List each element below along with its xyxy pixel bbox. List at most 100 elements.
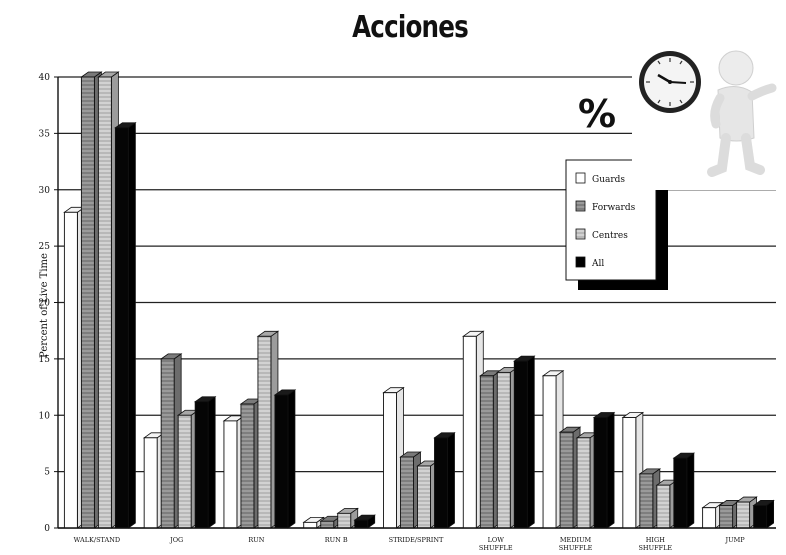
bar-side [606, 411, 615, 529]
bar-front [383, 392, 397, 529]
bar [273, 389, 297, 529]
y-tick-label: 15 [39, 355, 51, 365]
bar-front [753, 505, 768, 529]
bar-front [97, 76, 112, 529]
bar [752, 499, 775, 529]
y-tick-label: 35 [39, 129, 51, 139]
bar-front [736, 501, 751, 529]
bar [638, 468, 662, 529]
legend-swatch [575, 228, 586, 240]
bar-front [194, 401, 209, 529]
bar-front [177, 414, 192, 529]
bar-front [320, 520, 335, 529]
bar-front [303, 521, 318, 529]
legend-label: Guards [592, 175, 625, 185]
bar-front [559, 431, 574, 529]
page-title: Acciones [352, 10, 469, 45]
bar-front [639, 473, 654, 529]
x-tick-label: STRIDE/SPRINT [389, 536, 444, 544]
x-tick-label: MEDIUM SHUFFLE [559, 536, 593, 552]
bar-front [462, 335, 477, 529]
x-tick-label-line: STRIDE/SPRINT [389, 536, 444, 544]
bar-front [143, 437, 158, 529]
bar-side [287, 389, 296, 529]
x-tick-label-line: RUN B [325, 536, 348, 544]
bar-front [719, 505, 734, 529]
bar [193, 395, 217, 529]
y-tick-label: 10 [39, 411, 51, 421]
legend-label: Forwards [592, 203, 636, 213]
bar [672, 452, 696, 529]
x-tick-label-line: JOG [169, 536, 183, 544]
legend-swatch [575, 256, 586, 268]
bar-front [160, 358, 175, 529]
bar-front [240, 403, 255, 529]
bar-front [257, 335, 272, 529]
bar-front [80, 76, 95, 529]
x-tick-label: JOG [169, 536, 183, 544]
bar-front [622, 417, 637, 529]
y-tick-label: 5 [44, 468, 50, 478]
bar-front [513, 360, 528, 529]
bar-front [479, 375, 494, 529]
bar-side [127, 121, 136, 529]
bar-front [274, 394, 289, 529]
bar [114, 121, 137, 529]
bar-front [63, 211, 78, 529]
legend-label: All [591, 259, 604, 269]
x-tick-label: LOW SHUFFLE [479, 536, 513, 552]
y-tick-label: 30 [39, 186, 51, 196]
x-tick-label: RUN [248, 536, 264, 544]
bar-front [576, 437, 591, 529]
y-axis-label: Percent of Live Time [38, 253, 50, 358]
x-tick-label-line: MEDIUM [560, 536, 592, 544]
bar-side [526, 355, 535, 529]
x-tick-label-line: HIGH [646, 536, 665, 544]
x-tick-label-line: LOW [488, 536, 505, 544]
y-tick-label: 25 [39, 242, 51, 252]
bar-front [223, 420, 238, 529]
bar-front [417, 465, 431, 529]
bar-front [400, 456, 414, 529]
bar [592, 411, 616, 529]
x-tick-label-line: SHUFFLE [479, 544, 513, 552]
y-tick-label: 0 [44, 524, 50, 534]
legend-swatch [575, 172, 586, 184]
bar-front [673, 457, 688, 529]
legend-swatch [575, 200, 586, 212]
bar-front [434, 437, 448, 529]
bar [433, 432, 456, 529]
clock-and-figure-icon [639, 50, 777, 177]
bar-side [447, 432, 455, 529]
x-tick-label: RUN B [325, 536, 348, 544]
y-tick-label: 20 [39, 299, 51, 309]
x-tick-label: JUMP [725, 536, 746, 544]
bar-side [207, 395, 216, 529]
bar [382, 386, 405, 529]
x-tick-label-line: WALK/STAND [74, 536, 120, 544]
bar [353, 514, 376, 529]
bar [336, 507, 359, 529]
bar-front [114, 127, 129, 529]
clip-art [632, 40, 782, 190]
bar-front [354, 519, 369, 529]
bar-front [496, 371, 511, 529]
bar-front [702, 507, 717, 529]
x-tick-label-line: RUN [248, 536, 264, 544]
bar [513, 355, 536, 529]
bar-front [337, 512, 352, 529]
x-tick-label-line: SHUFFLE [559, 544, 593, 552]
x-tick-label: HIGH SHUFFLE [638, 536, 672, 552]
legend-label: Centres [592, 231, 628, 241]
percent-sign: % [578, 92, 617, 136]
bar-front [593, 417, 608, 529]
bar-front [542, 375, 557, 529]
x-tick-label: WALK/STAND [74, 536, 120, 544]
y-tick-label: 40 [39, 73, 51, 83]
bar-front [656, 484, 671, 529]
x-tick-label-line: SHUFFLE [638, 544, 672, 552]
x-tick-label-line: JUMP [725, 536, 746, 544]
bar-side [686, 452, 695, 529]
